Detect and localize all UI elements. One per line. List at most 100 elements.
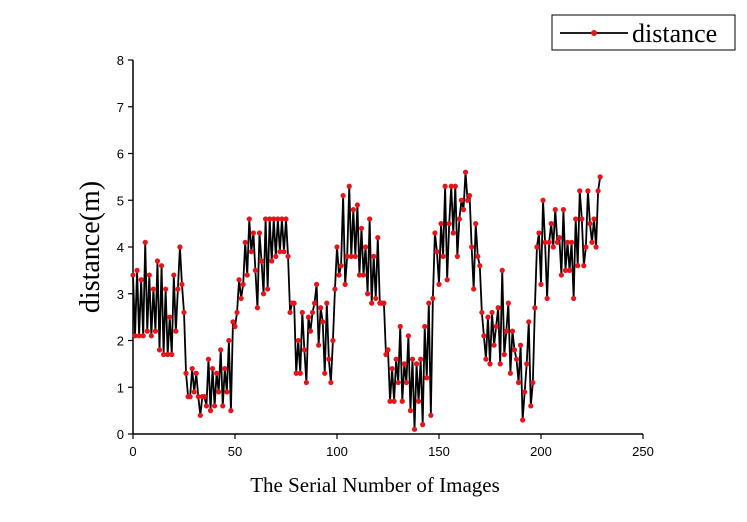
data-point	[422, 323, 428, 330]
data-point	[536, 230, 542, 236]
data-point	[481, 333, 487, 339]
data-point	[424, 375, 430, 381]
data-point	[558, 272, 565, 278]
data-point	[387, 398, 393, 404]
data-point	[503, 328, 509, 334]
data-point	[305, 314, 312, 320]
data-point	[142, 239, 148, 245]
y-tick-label: 0	[117, 427, 124, 442]
data-point	[281, 249, 287, 255]
data-point	[340, 192, 346, 199]
data-point	[562, 267, 569, 273]
data-point	[375, 235, 381, 241]
data-point	[334, 244, 340, 250]
data-point	[169, 351, 175, 358]
data-point	[350, 207, 356, 213]
data-point	[581, 263, 587, 269]
data-point	[495, 305, 501, 311]
data-point	[311, 300, 318, 306]
data-point	[467, 192, 473, 199]
data-point	[154, 258, 161, 264]
data-point	[201, 394, 207, 400]
data-point	[577, 188, 583, 194]
data-point	[509, 328, 516, 334]
data-point	[356, 272, 363, 278]
data-point	[395, 379, 401, 386]
data-point	[344, 253, 350, 259]
data-point	[450, 230, 456, 236]
data-point	[283, 216, 289, 222]
data-point	[456, 216, 462, 222]
x-axis-label: The Serial Number of Images	[250, 473, 500, 497]
data-point	[309, 309, 316, 316]
data-point	[499, 267, 505, 273]
data-point	[299, 309, 305, 316]
data-point	[252, 267, 258, 273]
data-point	[428, 412, 434, 418]
data-point	[348, 253, 354, 259]
data-point	[393, 356, 399, 362]
data-point	[265, 286, 271, 292]
data-point	[132, 333, 138, 339]
data-point	[385, 347, 391, 353]
data-point	[193, 370, 199, 376]
data-point	[591, 216, 597, 222]
data-point	[332, 286, 338, 292]
data-point	[493, 323, 499, 330]
data-point	[554, 239, 560, 245]
data-point	[411, 426, 418, 432]
data-point	[360, 272, 367, 278]
data-point	[391, 398, 397, 404]
data-point	[346, 183, 352, 189]
y-tick-label: 4	[117, 240, 124, 255]
data-point	[291, 300, 297, 306]
data-point	[583, 244, 589, 250]
data-point	[479, 309, 485, 316]
y-tick-label: 8	[117, 53, 124, 68]
data-point	[532, 305, 538, 311]
data-point	[513, 356, 520, 362]
data-point	[330, 337, 336, 344]
data-point	[520, 417, 526, 423]
data-point	[269, 258, 275, 264]
data-point	[540, 197, 546, 203]
data-point	[303, 379, 309, 386]
data-point	[548, 221, 554, 227]
data-point	[418, 356, 424, 362]
data-point	[236, 277, 242, 283]
data-point	[197, 412, 203, 418]
data-point	[203, 403, 210, 409]
data-point	[138, 277, 144, 283]
data-point	[448, 183, 454, 189]
data-point	[275, 216, 281, 222]
data-point	[175, 286, 181, 292]
data-point	[546, 239, 552, 245]
data-point	[487, 361, 493, 367]
data-point	[152, 328, 159, 334]
data-point	[218, 347, 224, 353]
data-point	[538, 281, 544, 287]
data-point	[258, 258, 265, 264]
data-point	[556, 235, 562, 241]
data-point	[442, 183, 448, 189]
data-point	[246, 216, 252, 222]
data-point	[469, 244, 475, 250]
data-point	[195, 394, 201, 400]
data-point	[464, 197, 471, 203]
data-point	[144, 328, 150, 334]
data-point	[320, 319, 326, 325]
x-tick-label: 250	[632, 444, 654, 459]
data-point	[228, 408, 234, 414]
y-tick-label: 3	[117, 287, 124, 302]
data-point	[238, 295, 244, 302]
data-point	[232, 323, 238, 330]
data-point	[511, 347, 518, 353]
data-point	[146, 272, 152, 278]
data-point	[214, 370, 220, 376]
x-tick-label: 100	[326, 444, 348, 459]
data-point	[471, 286, 477, 292]
data-point	[571, 295, 577, 302]
x-tick-label: 150	[428, 444, 450, 459]
data-point	[254, 305, 261, 311]
y-tick-label: 5	[117, 193, 124, 208]
